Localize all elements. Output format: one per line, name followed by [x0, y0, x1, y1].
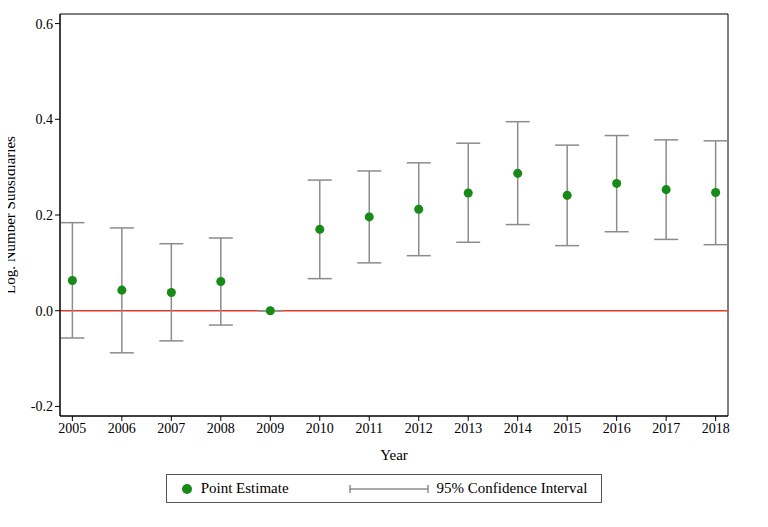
html-text:95% Confidence Interval: 95% Confidence Interval: [436, 480, 588, 496]
svg-text:2012: 2012: [405, 421, 433, 436]
svg-text:Log. Number Subsidiaries: Log. Number Subsidiaries: [8, 136, 18, 294]
svg-text:2008: 2008: [207, 421, 235, 436]
svg-text:2015: 2015: [553, 421, 581, 436]
svg-text:-0.2: -0.2: [31, 399, 53, 414]
svg-text:Year: Year: [380, 447, 408, 463]
svg-text:0.0: 0.0: [36, 304, 54, 319]
html-text:Point Estimate: Point Estimate: [200, 480, 289, 496]
svg-text:2009: 2009: [256, 421, 284, 436]
svg-text:2016: 2016: [603, 421, 631, 436]
svg-text:2006: 2006: [108, 421, 136, 436]
svg-text:0.4: 0.4: [36, 112, 54, 127]
svg-text:2018: 2018: [702, 421, 730, 436]
svg-text:2005: 2005: [58, 421, 86, 436]
svg-text:2007: 2007: [157, 421, 185, 436]
svg-text:0.2: 0.2: [36, 208, 54, 223]
svg-text:2014: 2014: [504, 421, 532, 436]
svg-text:0.6: 0.6: [36, 17, 54, 32]
svg-text:2017: 2017: [652, 421, 680, 436]
svg-text:2010: 2010: [306, 421, 334, 436]
svg-text:2011: 2011: [356, 421, 383, 436]
svg-text:2013: 2013: [454, 421, 482, 436]
